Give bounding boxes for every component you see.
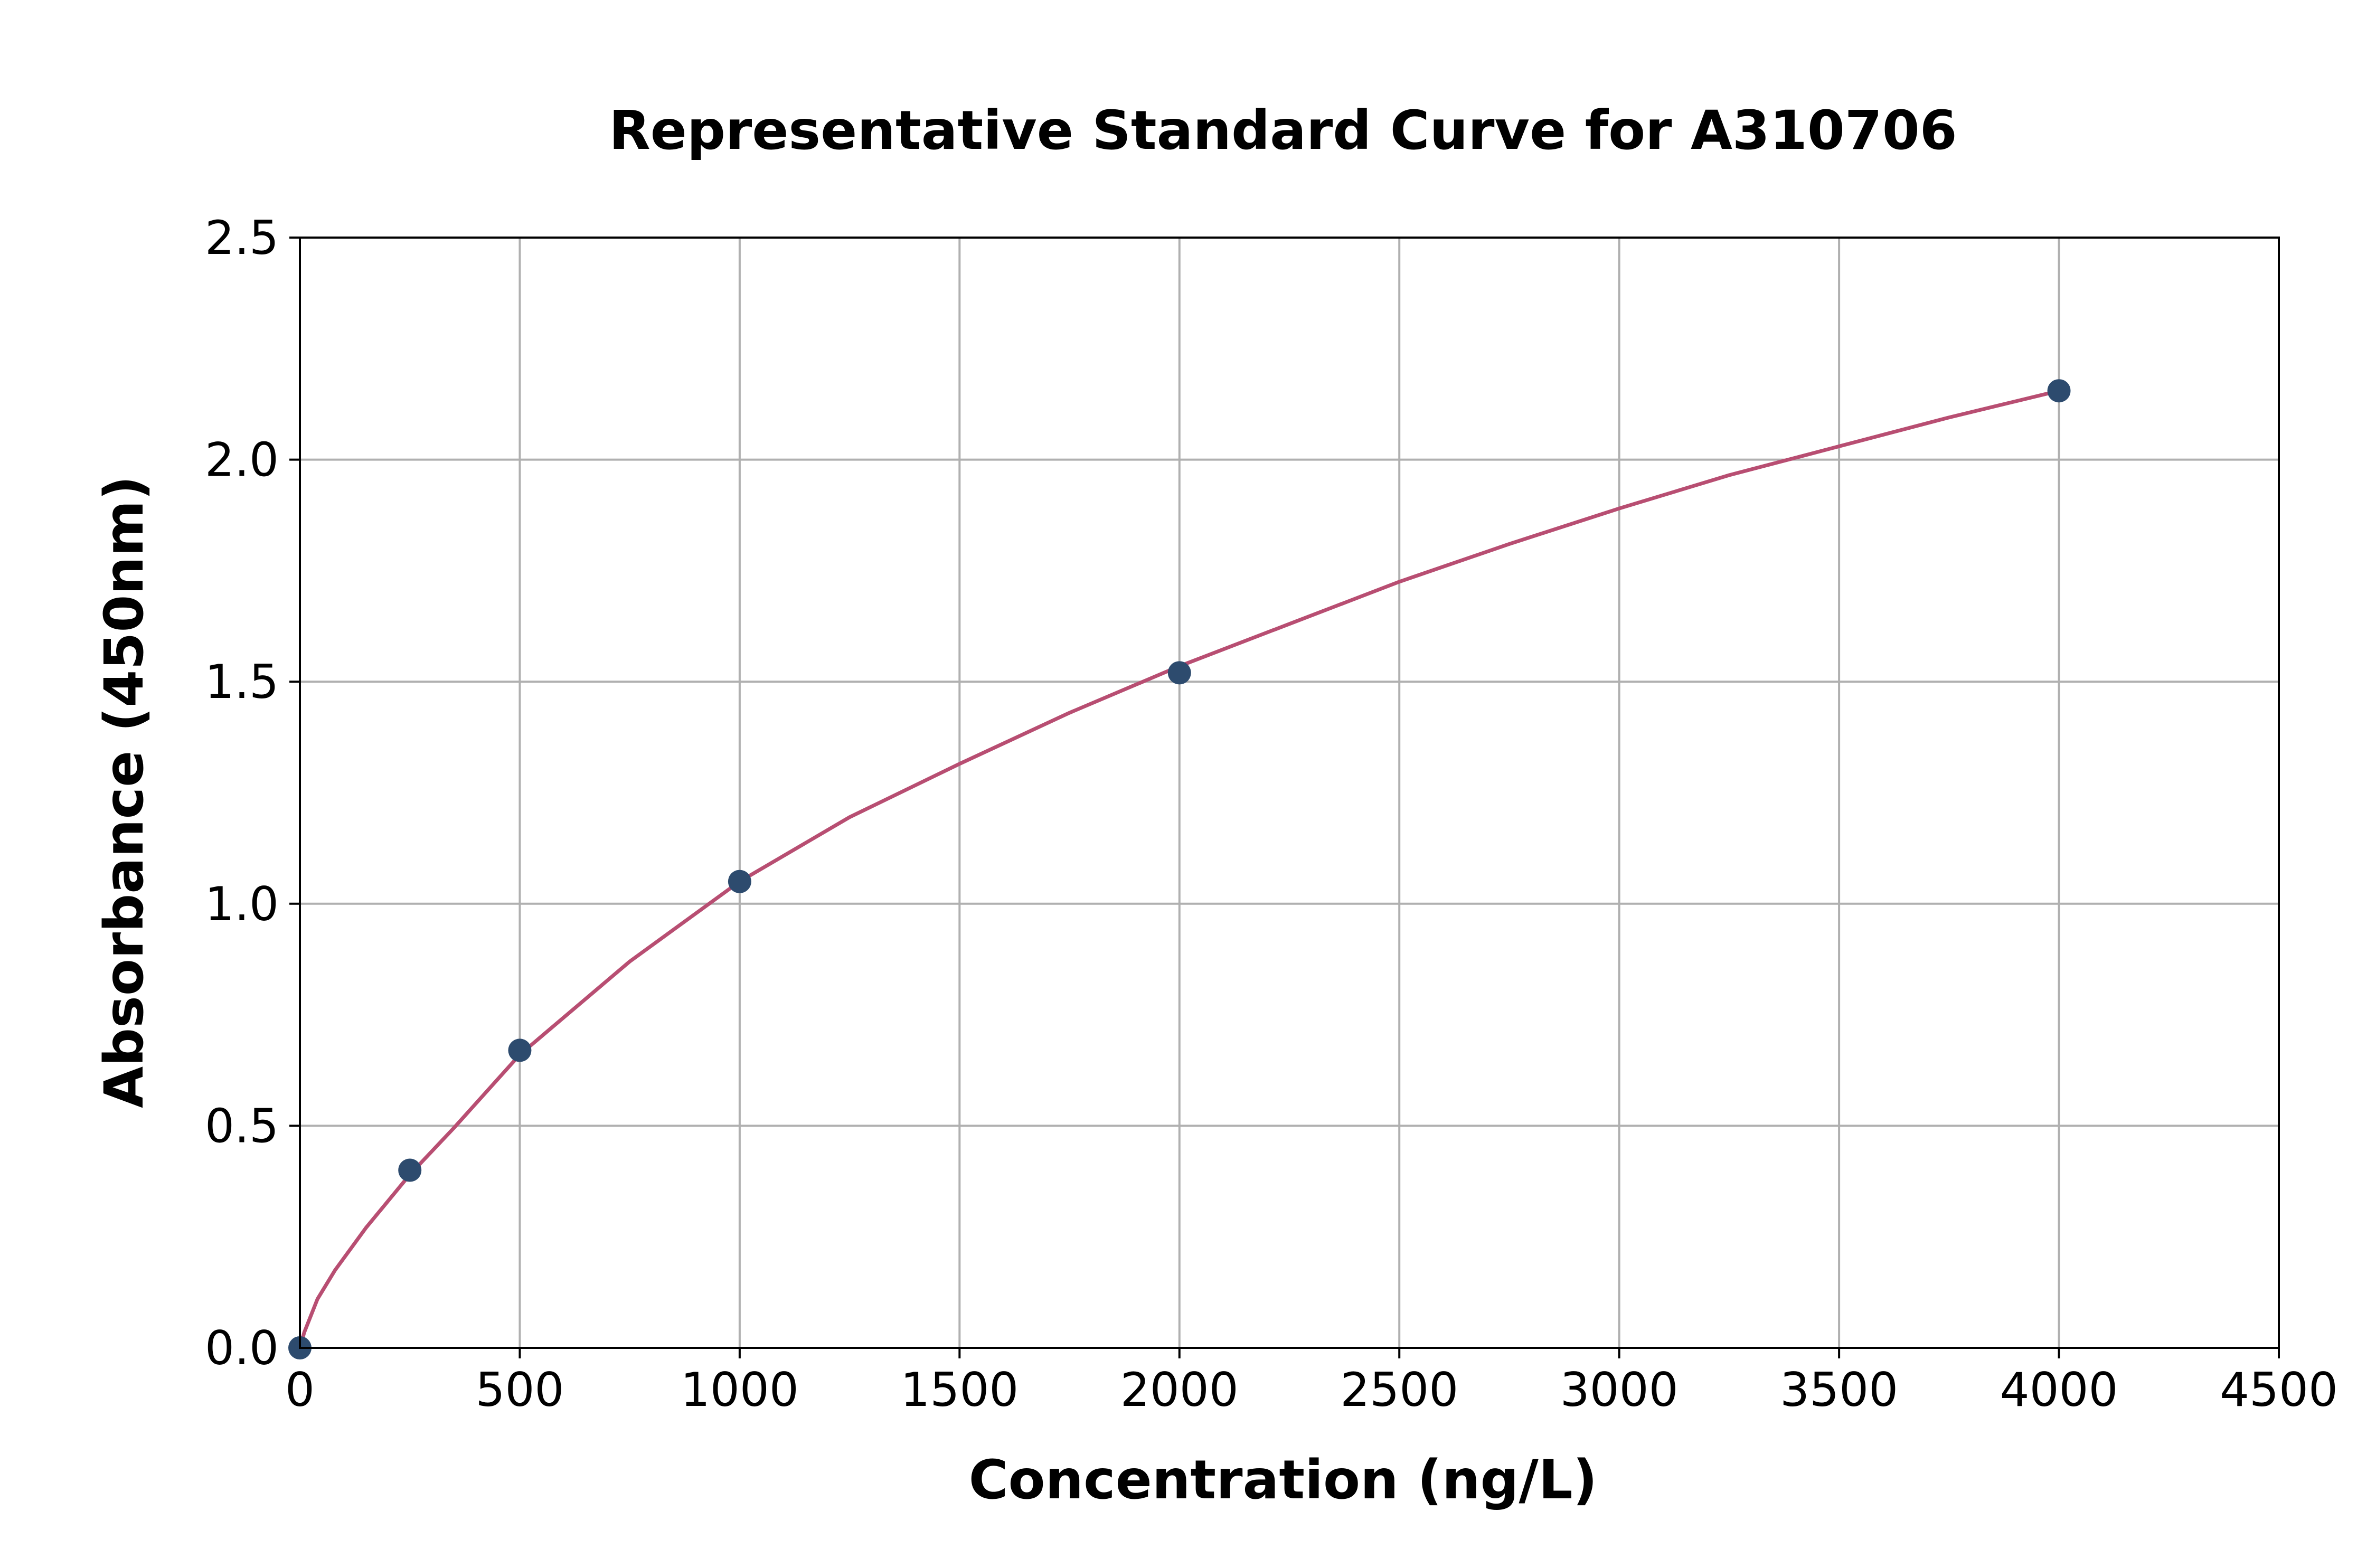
x-tick-label: 1500	[900, 1363, 1019, 1417]
chart-title: Representative Standard Curve for A31070…	[609, 99, 1957, 162]
x-tick-label: 3000	[1560, 1363, 1679, 1417]
y-tick-label: 2.5	[205, 211, 279, 265]
x-tick-label: 3500	[1780, 1363, 1898, 1417]
x-tick-label: 4000	[2000, 1363, 2118, 1417]
y-tick-label: 1.0	[205, 877, 279, 931]
y-tick-label: 0.0	[205, 1321, 279, 1375]
x-tick-label: 2500	[1340, 1363, 1458, 1417]
data-point	[2047, 379, 2071, 403]
data-point	[398, 1158, 422, 1182]
y-axis-label: Absorbance (450nm)	[93, 476, 156, 1108]
plot-area-frame	[299, 237, 2280, 1349]
data-point	[1167, 661, 1191, 685]
fit-curve-layer	[298, 389, 2061, 1350]
data-points-layer	[288, 379, 2071, 1359]
x-tick-label: 500	[475, 1363, 564, 1417]
x-axis-label: Concentration (ng/L)	[969, 1449, 1598, 1512]
x-tick-label: 2000	[1120, 1363, 1239, 1417]
y-tick-label: 0.5	[205, 1099, 279, 1153]
y-tick-label: 2.0	[205, 433, 279, 487]
data-point	[728, 870, 751, 893]
y-tick-label: 1.5	[205, 655, 279, 709]
fit-curve-line	[298, 389, 2061, 1350]
x-tick-label: 4500	[2220, 1363, 2338, 1417]
data-point	[508, 1038, 532, 1062]
x-tick-labels: 0 500 1000 1500 2000 2500 3000 3500 4000 4500	[285, 1363, 2338, 1417]
y-tick-labels: 0.0 0.5 1.0 1.5 2.0 2.5	[205, 211, 279, 1375]
x-tick-label: 0	[285, 1363, 315, 1417]
x-tick-label: 1000	[681, 1363, 799, 1417]
